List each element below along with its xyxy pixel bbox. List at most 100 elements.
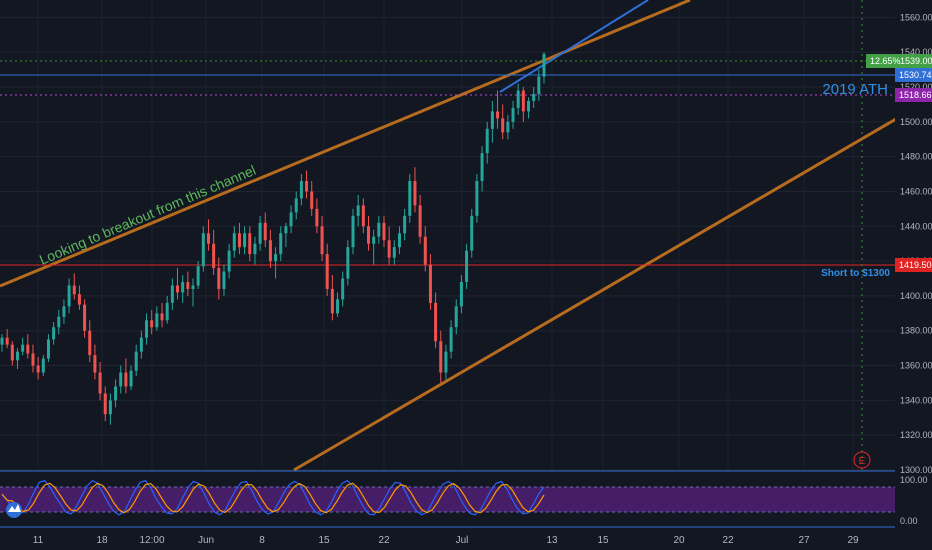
candle bbox=[289, 205, 293, 234]
candle bbox=[93, 344, 97, 380]
candle bbox=[0, 334, 4, 352]
candle bbox=[470, 208, 474, 258]
time-tick-label: 11 bbox=[33, 535, 44, 546]
price-tick-label: 1380.00 bbox=[900, 326, 932, 336]
price-tick-label: 1540.00 bbox=[900, 47, 932, 57]
current-pct-label: 12.65% bbox=[870, 56, 901, 66]
price-tick-label: 1400.00 bbox=[900, 291, 932, 301]
candle bbox=[351, 208, 355, 255]
candle bbox=[83, 299, 87, 338]
candle bbox=[372, 229, 376, 265]
resistance-badge bbox=[895, 68, 932, 82]
time-tick-label: Jun bbox=[198, 535, 214, 546]
candle bbox=[284, 222, 288, 248]
time-tick-label: 20 bbox=[673, 535, 685, 546]
candle bbox=[511, 100, 515, 129]
oscillator-band bbox=[0, 487, 895, 512]
candle bbox=[41, 355, 45, 376]
candle bbox=[181, 275, 185, 303]
candle bbox=[475, 174, 479, 223]
candle bbox=[341, 271, 345, 307]
upper-channel-line bbox=[0, 0, 691, 288]
time-tick-label: 12:00 bbox=[139, 535, 164, 546]
time-tick-label: 29 bbox=[847, 535, 859, 546]
time-tick-label: 22 bbox=[378, 535, 390, 546]
candle bbox=[145, 313, 149, 345]
price-tick-label: 1360.00 bbox=[900, 361, 932, 371]
price-tick-label: 1300.00 bbox=[900, 465, 932, 475]
price-tick-label: 1480.00 bbox=[900, 152, 932, 162]
candle bbox=[206, 219, 210, 251]
oscillator-pane bbox=[0, 470, 932, 528]
candle bbox=[258, 215, 262, 251]
candle bbox=[356, 194, 360, 227]
candle bbox=[232, 226, 236, 258]
candle bbox=[191, 278, 195, 307]
price-tick-label: 1520.00 bbox=[900, 82, 932, 92]
time-tick-label: 27 bbox=[798, 535, 810, 546]
ath-badge bbox=[895, 88, 932, 102]
candle bbox=[454, 299, 458, 335]
price-badges: 12.65% 1539.00 1530.74 1518.66 1419.50 bbox=[866, 54, 932, 272]
candle bbox=[501, 104, 505, 140]
candle bbox=[160, 302, 164, 328]
candle bbox=[237, 222, 241, 255]
osc-tick-0: 0.00 bbox=[900, 516, 918, 526]
time-tick-label: 15 bbox=[597, 535, 609, 546]
candle bbox=[346, 240, 350, 286]
candle bbox=[129, 365, 133, 390]
candle bbox=[253, 236, 257, 265]
candle bbox=[212, 229, 216, 276]
candle bbox=[336, 292, 340, 317]
oscillator-axis: 100.00 0.00 bbox=[900, 475, 928, 526]
current-price-badge bbox=[866, 54, 932, 68]
candle bbox=[72, 273, 76, 300]
price-tick-label: 1460.00 bbox=[900, 186, 932, 196]
candle bbox=[201, 226, 205, 272]
candle bbox=[139, 330, 143, 359]
candle bbox=[36, 356, 40, 380]
candle bbox=[248, 226, 252, 262]
candle bbox=[397, 226, 401, 255]
candle bbox=[176, 268, 180, 300]
candle bbox=[485, 121, 489, 164]
candle bbox=[124, 358, 128, 394]
candle bbox=[496, 90, 500, 129]
candle bbox=[62, 299, 66, 324]
ath-badge-label: 1518.66 bbox=[899, 90, 932, 100]
oscillator-d-line bbox=[1, 482, 545, 514]
candle bbox=[294, 191, 298, 220]
time-tick-label: 18 bbox=[96, 535, 108, 546]
grid bbox=[0, 0, 895, 471]
candle bbox=[537, 69, 541, 101]
time-tick-label: 13 bbox=[546, 535, 558, 546]
lower-channel-line bbox=[293, 96, 932, 472]
candle bbox=[449, 320, 453, 359]
candle bbox=[67, 278, 71, 314]
target-badge bbox=[895, 258, 932, 272]
candle bbox=[274, 247, 278, 279]
candle bbox=[542, 52, 546, 84]
candle bbox=[506, 114, 510, 140]
candle bbox=[170, 278, 174, 310]
candle bbox=[392, 240, 396, 265]
candle bbox=[88, 320, 92, 363]
channel-lines bbox=[0, 0, 932, 472]
earnings-marker[interactable]: E bbox=[853, 451, 871, 469]
time-axis: 11 18 12:00 Jun 8 15 22 Jul 13 15 20 22 27 29 bbox=[0, 528, 932, 550]
candle bbox=[114, 379, 118, 408]
candle bbox=[361, 198, 365, 234]
candles bbox=[0, 52, 546, 425]
candle bbox=[52, 322, 56, 345]
candle bbox=[418, 194, 422, 244]
logo-icon[interactable] bbox=[6, 502, 22, 518]
current-price-label: 1539.00 bbox=[900, 56, 932, 66]
candle bbox=[310, 181, 314, 216]
breakout-label: Looking to breakout from this channel bbox=[37, 162, 258, 268]
candle bbox=[15, 348, 19, 370]
candle bbox=[423, 226, 427, 272]
candle bbox=[299, 174, 303, 206]
candle bbox=[186, 271, 190, 296]
candle bbox=[408, 174, 412, 223]
